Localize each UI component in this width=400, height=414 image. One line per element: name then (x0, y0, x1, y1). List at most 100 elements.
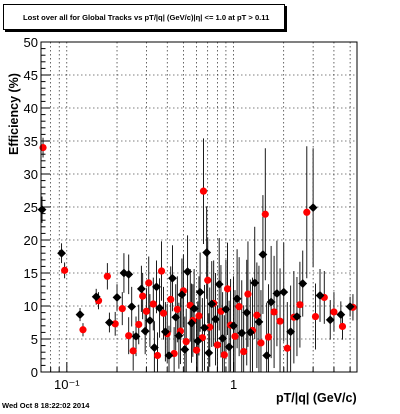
red-circle-point (129, 347, 137, 355)
black-diamond-point (171, 312, 181, 322)
black-diamond-point (187, 318, 196, 328)
red-circle-point (135, 320, 143, 329)
black-diamond-point (232, 294, 242, 304)
red-circle-point (303, 208, 311, 216)
black-diamond-point (242, 308, 252, 317)
red-circle-point (142, 307, 150, 315)
y-tick-label: 15 (24, 266, 38, 281)
red-circle-point (235, 303, 243, 311)
red-circle-point (199, 187, 208, 195)
black-diamond-point (104, 318, 114, 327)
black-diamond-point (195, 287, 205, 297)
red-circle-point (167, 295, 175, 303)
black-diamond-point (221, 304, 231, 314)
red-circle-point (223, 285, 232, 293)
red-circle-point (261, 210, 269, 218)
black-diamond-point (174, 331, 184, 341)
black-diamond-point (140, 326, 150, 336)
black-diamond-point (286, 327, 296, 337)
red-circle-point (159, 309, 168, 317)
red-circle-point (276, 317, 284, 325)
y-tick-label: 20 (24, 233, 38, 248)
red-circle-point (270, 308, 278, 316)
black-diamond-point (245, 328, 255, 337)
black-diamond-point (292, 312, 302, 321)
black-diamond-point (112, 293, 122, 302)
red-circle-point (182, 338, 190, 346)
timestamp: Wed Oct 8 18:22:02 2014 (2, 401, 90, 410)
red-circle-point (157, 267, 166, 275)
axis-ticks: 0 5 10 15 20 25 30 35 40 45 50 10⁻¹ 1 (24, 35, 351, 392)
chart-title: Lost over all for Global Tracks vs pT/|q… (23, 12, 270, 22)
red-circle-point (61, 266, 69, 274)
red-circle-point (231, 332, 239, 340)
y-tick-label: 30 (24, 167, 38, 182)
black-diamond-point (57, 248, 66, 258)
y-tick-label: 40 (24, 101, 38, 116)
x-tick-label: 10⁻¹ (54, 377, 80, 392)
y-tick-label: 45 (24, 68, 38, 83)
red-circle-point (153, 351, 162, 360)
black-diamond-point (229, 321, 238, 331)
black-diamond-point (315, 291, 325, 300)
black-diamond-point (308, 203, 318, 213)
black-diamond-point (254, 317, 264, 327)
black-diamond-point (177, 290, 187, 300)
y-axis-label: Efficiency (%) (7, 73, 21, 155)
black-diamond-point (211, 314, 220, 324)
black-diamond-point (168, 273, 177, 283)
red-circle-point (125, 332, 133, 340)
black-diamond-point (75, 310, 85, 319)
black-diamond-point (325, 315, 335, 325)
black-diamond-point (237, 328, 247, 338)
y-tick-label: 50 (24, 35, 38, 50)
black-diamond-point (266, 297, 276, 307)
red-circle-point (244, 290, 252, 298)
black-diamond-point (262, 351, 272, 360)
black-diamond-point (37, 205, 47, 215)
red-circle-point (296, 301, 304, 309)
red-circle-point (192, 346, 201, 354)
red-circle-point (330, 308, 338, 316)
red-circle-point (338, 322, 347, 331)
black-diamond-point (189, 304, 199, 314)
red-circle-point (149, 300, 157, 308)
chart-title-box: Lost over all for Global Tracks vs pT/|q… (3, 4, 285, 30)
black-diamond-point (119, 268, 129, 278)
black-diamond-point (127, 302, 137, 312)
red-circle-point (139, 292, 147, 300)
plot-frame (40, 41, 358, 373)
y-tick-label: 5 (31, 332, 38, 347)
black-diamond-point (149, 343, 159, 352)
red-circle-point (173, 305, 181, 313)
red-circle-point (145, 279, 153, 287)
black-diamond-point (145, 316, 155, 325)
red-circle-point (264, 333, 273, 341)
red-circle-point (79, 326, 87, 334)
black-diamond-point (204, 348, 214, 358)
y-tick-label: 25 (24, 200, 38, 215)
black-diamond-point (214, 279, 224, 289)
x-axis-label: pT/|q| (GeV/c) (276, 391, 357, 405)
black-diamond-point (336, 310, 346, 319)
red-circle-point (253, 311, 261, 319)
grid-lines (40, 42, 357, 372)
red-circle-point (195, 312, 203, 320)
red-circle-point (220, 351, 228, 359)
black-diamond-point (250, 278, 260, 288)
black-diamond-point (207, 299, 217, 309)
black-diamond-point (160, 327, 170, 337)
y-tick-label: 35 (24, 134, 38, 149)
black-diamond-point (155, 303, 164, 313)
red-circle-point (118, 305, 126, 313)
black-diamond-point (164, 351, 174, 360)
red-circle-point (311, 312, 320, 321)
red-circle-point (257, 339, 265, 347)
y-tick-label: 10 (24, 299, 38, 314)
black-diamond-point (193, 336, 203, 346)
red-circle-point (213, 341, 222, 349)
black-diamond-point (183, 267, 192, 277)
y-tick-label: 0 (31, 365, 38, 380)
black-diamond-point (224, 342, 234, 352)
